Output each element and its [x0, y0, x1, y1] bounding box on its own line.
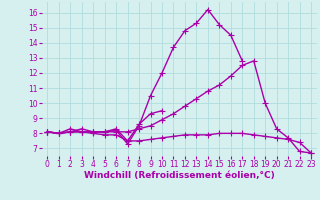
X-axis label: Windchill (Refroidissement éolien,°C): Windchill (Refroidissement éolien,°C) — [84, 171, 275, 180]
